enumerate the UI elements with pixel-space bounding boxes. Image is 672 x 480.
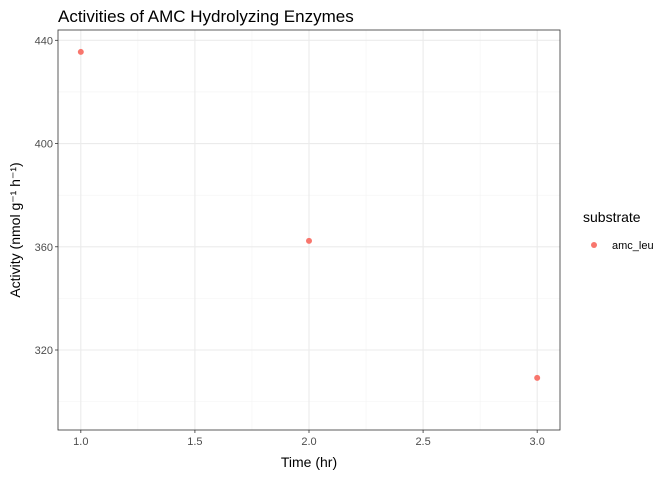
legend-key [591, 242, 597, 248]
y-tick-label: 320 [35, 345, 53, 357]
x-tick-label: 2.0 [301, 436, 316, 448]
x-tick-label: 2.5 [415, 436, 430, 448]
x-axis: 1.0 1.5 2.0 2.5 3.0 [73, 430, 545, 448]
legend-label: amc_leu [612, 240, 654, 252]
data-points [77, 48, 541, 381]
data-point [306, 237, 312, 244]
x-tick-label: 3.0 [530, 436, 545, 448]
y-axis: 320 360 400 440 [35, 35, 58, 357]
y-axis-title: Activity (nmol g⁻¹ h⁻¹) [7, 162, 23, 297]
grid-lines [58, 30, 560, 430]
x-axis-title: Time (hr) [281, 454, 337, 470]
data-point [534, 374, 541, 381]
plot-panel [57, 29, 561, 431]
legend-items: amc_leu [591, 240, 654, 252]
data-point [77, 48, 84, 55]
chart-title: Activities of AMC Hydrolyzing Enzymes [58, 7, 354, 26]
legend: substrate amc_leu [583, 209, 654, 252]
legend-title: substrate [583, 209, 641, 225]
y-tick-label: 360 [35, 242, 53, 254]
x-tick-label: 1.0 [73, 436, 88, 448]
y-tick-label: 400 [35, 139, 53, 151]
x-tick-label: 1.5 [187, 436, 202, 448]
y-tick-label: 440 [35, 35, 53, 47]
